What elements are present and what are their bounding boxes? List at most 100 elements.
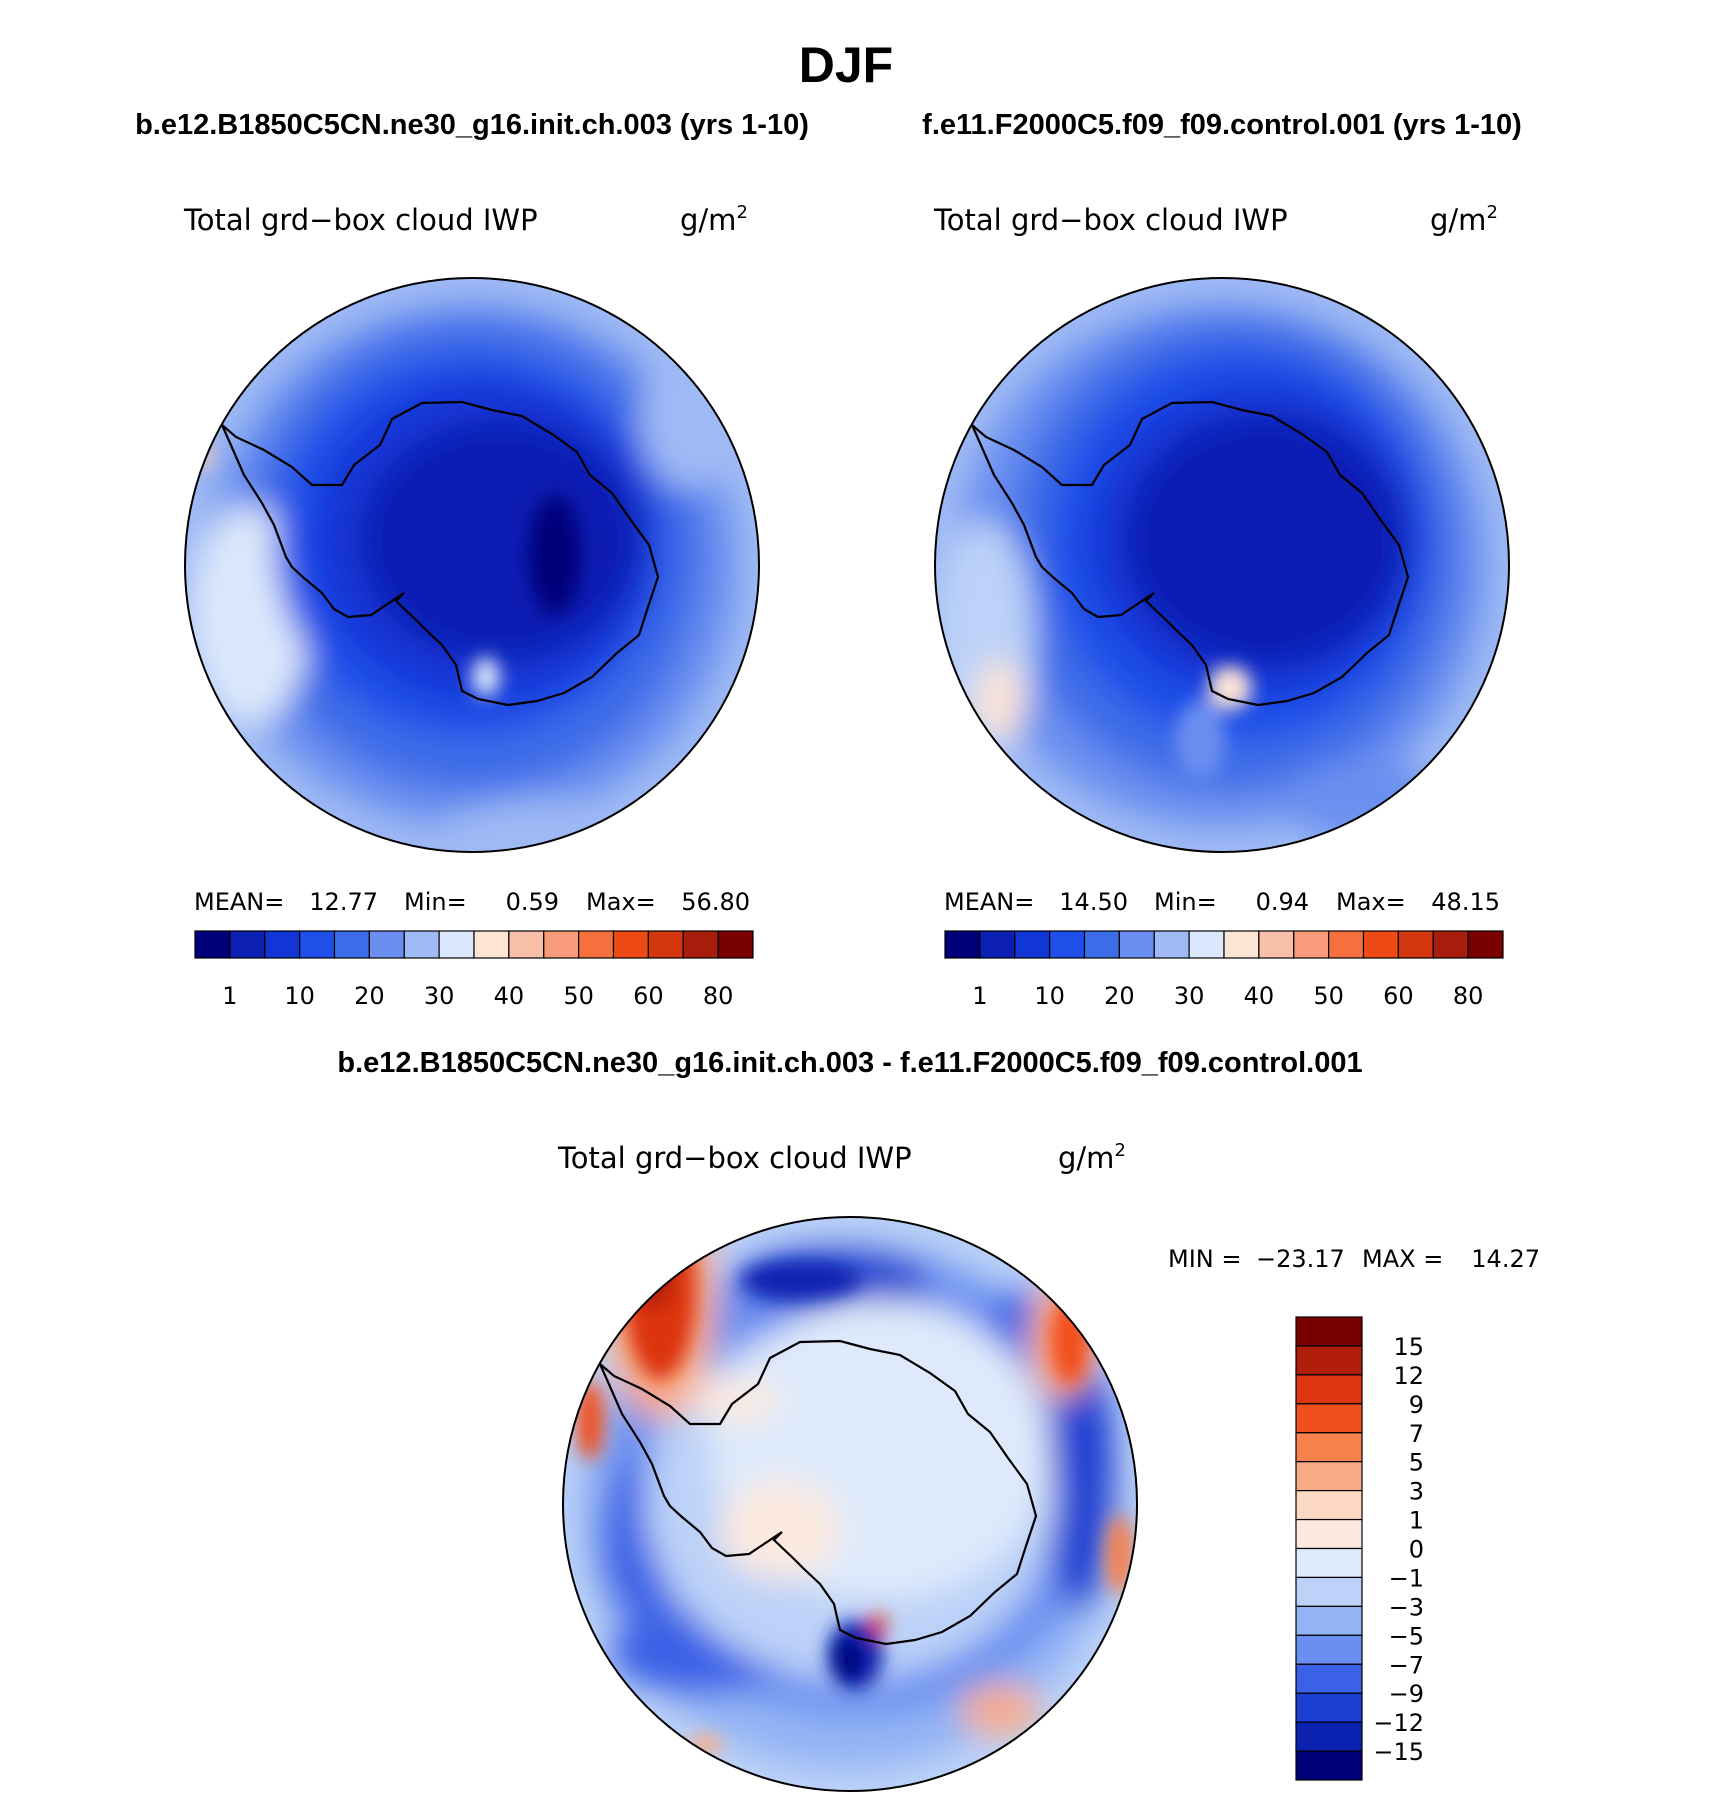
panel-c-min-value: −23.17 [1256,1245,1345,1273]
panel-a-case-title: b.e12.B1850C5CN.ne30_g16.init.ch.003 (yr… [135,109,809,141]
colorbar-swatch [1083,930,1120,959]
colorbar-swatch [194,930,231,959]
colorbar-swatch [717,930,754,959]
panel-c-max-value: 14.27 [1471,1245,1540,1273]
colorbar-swatch [264,930,301,959]
colorbar-tick-label: −5 [1389,1622,1424,1650]
colorbar-swatch [612,930,649,959]
colorbar-swatch [1432,930,1469,959]
colorbar-swatch [1295,1692,1363,1723]
colorbar-swatch [368,930,405,959]
colorbar-swatch [543,930,580,959]
panel-c-min-label: MIN = [1168,1245,1241,1273]
colorbar-swatch [1295,1518,1363,1550]
colorbar-swatch [1328,930,1365,959]
colorbar-swatch [1188,930,1225,959]
colorbar-swatch [647,930,684,959]
panel-b-mean-label: MEAN= [944,888,1034,916]
colorbar-swatch [1295,1605,1363,1636]
colorbar-swatch [508,930,545,959]
colorbar-tick-label: 9 [1409,1391,1424,1419]
colorbar-tick-label: 10 [1034,982,1065,1010]
figure-title: DJF [799,37,893,93]
colorbar-tick-label: 10 [284,982,315,1010]
colorbar-swatch [1295,1345,1363,1376]
colorbar-swatch [403,930,440,959]
panel-model-b: f.e11.F2000C5.f09_f09.control.001 (yrs 1… [922,109,1522,1010]
panel-b-max-label: Max= [1336,888,1406,916]
colorbar-tick-label: −1 [1389,1564,1424,1592]
colorbar-swatch [1295,1403,1363,1434]
panel-c-map [563,1217,1137,1791]
panel-c-case-title: b.e12.B1850C5CN.ne30_g16.init.ch.003 - f… [337,1047,1362,1079]
panel-b-variable-label: Total grd−box cloud IWP [933,203,1288,237]
colorbar-swatch [578,930,615,959]
colorbar-tick-label: −7 [1389,1651,1424,1679]
colorbar-swatch [299,930,336,959]
panel-a-mean-label: MEAN= [194,888,284,916]
colorbar-tick-label: 40 [494,982,525,1010]
panel-c-map-border [562,1216,1138,1792]
colorbar-tick-label: 1 [1409,1507,1424,1535]
colorbar-swatch [229,930,266,959]
colorbar-tick-label: 12 [1393,1362,1424,1390]
colorbar-swatch [979,930,1016,959]
colorbar-swatch [1293,930,1330,959]
colorbar-swatch [1295,1432,1363,1463]
colorbar-swatch [1295,1490,1363,1521]
colorbar-tick-label: 40 [1244,982,1275,1010]
colorbar-tick-label: 1 [222,982,237,1010]
panel-c-max-label: MAX = [1362,1245,1443,1273]
colorbar-tick-label: 15 [1393,1333,1424,1361]
colorbar-tick-label: 30 [424,982,455,1010]
colorbar-swatch [1362,930,1399,959]
colorbar-swatch [1295,1750,1363,1781]
panel-a-map-border [184,277,760,853]
colorbar-tick-label: 20 [1104,982,1135,1010]
panel-b-min-label: Min= [1154,888,1217,916]
colorbar-swatch [1295,1576,1363,1607]
colorbar-tick-label: 80 [1453,982,1484,1010]
panel-a-variable-label: Total grd−box cloud IWP [183,203,538,237]
panel-a-min-label: Min= [404,888,467,916]
colorbar-tick-label: −12 [1373,1709,1424,1737]
colorbar-swatch [1153,930,1190,959]
colorbar-swatch [1295,1547,1363,1579]
panel-b-map-border [934,277,1510,853]
colorbar-swatch [1295,1721,1363,1752]
colorbar-swatch [1295,1316,1363,1347]
colorbar-swatch [1014,930,1051,959]
colorbar-swatch [1118,930,1155,959]
panel-b-min-value: 0.94 [1256,888,1309,916]
colorbar-tick-label: 60 [1383,982,1414,1010]
panel-c-stats: MIN = −23.17 MAX = 14.27 [1168,1245,1540,1273]
colorbar-tick-label: −3 [1389,1593,1424,1621]
colorbar-swatch [1258,930,1295,959]
panel-a-units-label: g/m2 [680,202,748,237]
colorbar-tick-label: 30 [1174,982,1205,1010]
panel-model-a: b.e12.B1850C5CN.ne30_g16.init.ch.003 (yr… [135,109,809,1010]
colorbar-tick-label: −15 [1373,1738,1424,1766]
panel-b-map [935,278,1509,852]
colorbar-swatch [1295,1634,1363,1665]
colorbar-tick-label: 5 [1409,1449,1424,1477]
colorbar-tick-label: 1 [972,982,987,1010]
panel-b-stats: MEAN= 14.50 Min= 0.94 Max= 48.15 [944,888,1500,916]
panel-b-mean-value: 14.50 [1059,888,1128,916]
colorbar-swatch [1467,930,1504,959]
colorbar-swatch [1049,930,1086,959]
colorbar-swatch [944,930,981,959]
colorbar-swatch [1295,1663,1363,1694]
colorbar-tick-label: 60 [633,982,664,1010]
panel-difference: b.e12.B1850C5CN.ne30_g16.init.ch.003 - f… [337,1047,1540,1792]
colorbar-tick-label: 80 [703,982,734,1010]
panel-a-max-value: 56.80 [681,888,750,916]
colorbar-tick-label: −9 [1389,1680,1424,1708]
panel-c-units-label: g/m2 [1058,1140,1126,1175]
panel-a-colorbar: 1 10 20 30 40 50 60 80 [194,930,754,1010]
colorbar-swatch [438,930,475,959]
panel-a-max-label: Max= [586,888,656,916]
colorbar-swatch [333,930,370,959]
